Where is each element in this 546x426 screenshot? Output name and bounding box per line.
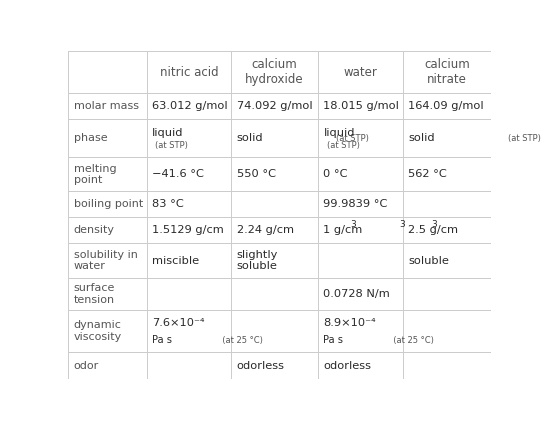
Text: slightly
soluble: slightly soluble [236, 250, 278, 271]
Text: 1 g/cm: 1 g/cm [323, 225, 363, 235]
Text: (at 25 °C): (at 25 °C) [388, 336, 434, 345]
Text: calcium
nitrate: calcium nitrate [424, 58, 470, 86]
Text: surface
tension: surface tension [74, 283, 115, 305]
Text: −41.6 °C: −41.6 °C [152, 170, 204, 179]
Text: dynamic
viscosity: dynamic viscosity [74, 320, 122, 342]
Text: (at STP): (at STP) [336, 134, 369, 143]
Text: melting
point: melting point [74, 164, 116, 185]
Text: soluble: soluble [408, 256, 449, 265]
Text: 74.092 g/mol: 74.092 g/mol [236, 101, 312, 111]
Text: (at STP): (at STP) [327, 141, 360, 150]
Text: (at 25 °C): (at 25 °C) [217, 336, 263, 345]
Text: 99.9839 °C: 99.9839 °C [323, 199, 388, 210]
Text: 0.0728 N/m: 0.0728 N/m [323, 289, 390, 299]
Text: 8.9×10⁻⁴: 8.9×10⁻⁴ [323, 318, 376, 328]
Text: nitric acid: nitric acid [159, 66, 218, 79]
Text: 18.015 g/mol: 18.015 g/mol [323, 101, 399, 111]
Text: liquid: liquid [152, 128, 183, 138]
Text: 1.5129 g/cm: 1.5129 g/cm [152, 225, 224, 235]
Text: calcium
hydroxide: calcium hydroxide [245, 58, 304, 86]
Text: phase: phase [74, 133, 108, 143]
Text: (at STP): (at STP) [156, 141, 188, 150]
Text: 63.012 g/mol: 63.012 g/mol [152, 101, 228, 111]
Text: 3: 3 [351, 220, 356, 229]
Text: boiling point: boiling point [74, 199, 143, 210]
Text: Pa s: Pa s [152, 335, 172, 345]
Text: solubility in
water: solubility in water [74, 250, 138, 271]
Text: 83 °C: 83 °C [152, 199, 184, 210]
Text: 3: 3 [399, 220, 405, 229]
Text: 164.09 g/mol: 164.09 g/mol [408, 101, 484, 111]
Text: water: water [343, 66, 377, 79]
Text: odor: odor [74, 360, 99, 371]
Text: odorless: odorless [236, 360, 284, 371]
Text: (at STP): (at STP) [508, 134, 541, 143]
Text: 3: 3 [432, 220, 437, 229]
Text: density: density [74, 225, 115, 235]
Text: odorless: odorless [323, 360, 371, 371]
Text: 7.6×10⁻⁴: 7.6×10⁻⁴ [152, 318, 205, 328]
Text: miscible: miscible [152, 256, 199, 265]
Text: Pa s: Pa s [323, 335, 343, 345]
Text: molar mass: molar mass [74, 101, 139, 111]
Text: 562 °C: 562 °C [408, 170, 447, 179]
Text: solid: solid [408, 133, 435, 143]
Text: 0 °C: 0 °C [323, 170, 348, 179]
Text: 2.5 g/cm: 2.5 g/cm [408, 225, 458, 235]
Text: liquid: liquid [323, 128, 355, 138]
Text: 2.24 g/cm: 2.24 g/cm [236, 225, 294, 235]
Text: solid: solid [236, 133, 263, 143]
Text: 550 °C: 550 °C [236, 170, 276, 179]
